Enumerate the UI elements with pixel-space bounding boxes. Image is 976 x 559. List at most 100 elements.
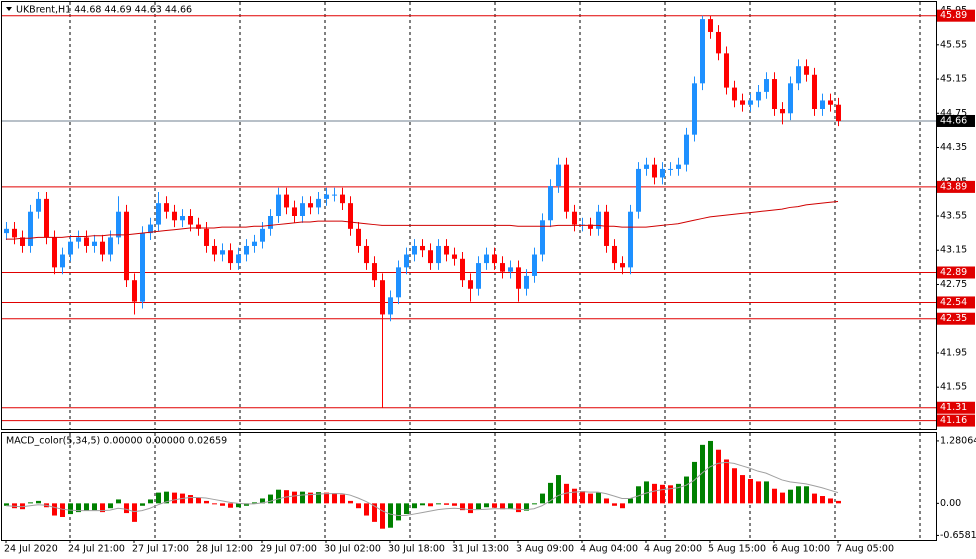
candle-body — [628, 211, 633, 268]
candle-body — [668, 168, 673, 170]
macd-bar — [516, 503, 521, 513]
macd-bar — [36, 500, 41, 504]
macd-bar — [508, 503, 513, 509]
macd-bar — [804, 486, 809, 504]
candle-body — [724, 53, 729, 88]
candle-body — [348, 203, 353, 229]
level-label: 41.31 — [940, 402, 967, 413]
candle-body — [204, 228, 209, 246]
macd-bar — [236, 503, 241, 508]
macd-bar — [412, 503, 417, 509]
macd-bar — [156, 492, 161, 504]
macd-bar — [588, 493, 593, 504]
candle-body — [772, 79, 777, 109]
macd-y-tick-label: -0.65815 — [940, 530, 976, 541]
macd-bar — [252, 502, 257, 504]
macd-bar — [612, 503, 617, 506]
macd-bar — [396, 503, 401, 521]
macd-bar — [484, 503, 489, 508]
macd-bar — [492, 503, 497, 508]
macd-bar — [388, 503, 393, 528]
y-tick-label: 44.35 — [940, 142, 967, 153]
candle-body — [84, 237, 89, 246]
x-tick-label: 30 Jul 02:00 — [324, 544, 381, 555]
candle-body — [748, 100, 753, 105]
candle-body — [732, 87, 737, 101]
candle-body — [740, 100, 745, 105]
candle-body — [308, 203, 313, 208]
macd-bar — [372, 503, 377, 522]
level-label: 41.16 — [940, 415, 967, 426]
candle-body — [380, 280, 385, 315]
macd-bar — [684, 476, 689, 504]
macd-bar — [580, 491, 585, 504]
macd-bar — [644, 481, 649, 504]
macd-bar — [556, 475, 561, 504]
macd-bar — [708, 440, 713, 504]
macd-bar — [460, 503, 465, 511]
candle-body — [12, 228, 17, 238]
x-tick-label: 4 Aug 20:00 — [644, 544, 702, 555]
candle-body — [124, 211, 129, 281]
macd-bar — [332, 493, 337, 504]
candle-body — [556, 164, 561, 187]
candle-body — [780, 109, 785, 114]
candle-body — [60, 254, 65, 268]
x-tick-label: 27 Jul 17:00 — [132, 544, 189, 555]
candle-body — [372, 263, 377, 281]
x-tick-label: 28 Jul 12:00 — [196, 544, 253, 555]
macd-bar — [68, 503, 73, 515]
macd-bar — [540, 493, 545, 504]
level-label-box — [937, 401, 975, 414]
candle-body — [572, 211, 577, 225]
level-label-box — [937, 180, 975, 193]
candle-body — [244, 245, 249, 255]
candle-body — [212, 245, 217, 255]
y-tick-label: 45.15 — [940, 74, 967, 85]
candle-body — [644, 164, 649, 169]
macd-bar — [428, 503, 433, 507]
candle-body — [220, 250, 225, 255]
x-tick-label: 31 Jul 13:00 — [452, 544, 509, 555]
macd-frame — [1, 432, 937, 541]
macd-bar — [172, 492, 177, 504]
macd-bar — [452, 503, 457, 506]
candle-body — [324, 194, 329, 199]
macd-bar — [108, 503, 113, 509]
candle-body — [468, 280, 473, 289]
candle-body — [388, 297, 393, 315]
x-tick-label: 3 Aug 09:00 — [516, 544, 574, 555]
macd-bar — [220, 503, 225, 506]
candle-body — [700, 19, 705, 84]
candle-body — [460, 258, 465, 281]
chart-title: UKBrent,H1 44.68 44.69 44.63 44.66 — [16, 5, 192, 16]
macd-bar — [772, 488, 777, 504]
candle-body — [412, 245, 417, 255]
candle-body — [164, 203, 169, 212]
macd-bar — [212, 503, 217, 505]
candle-body — [52, 237, 57, 268]
candle-body — [156, 203, 161, 225]
macd-bar — [764, 481, 769, 504]
macd-bar — [196, 497, 201, 504]
macd-bar — [268, 494, 273, 504]
macd-bar — [604, 498, 609, 504]
macd-bar — [780, 492, 785, 504]
current-price-box — [937, 114, 975, 127]
macd-bar — [524, 503, 529, 511]
candle-body — [476, 263, 481, 289]
macd-bar — [28, 502, 33, 504]
level-label: 45.89 — [940, 10, 967, 21]
candle-body — [108, 237, 113, 255]
y-tick-label: 41.55 — [940, 382, 967, 393]
level-label: 42.35 — [940, 313, 967, 324]
level-label-box — [937, 266, 975, 279]
macd-bar — [532, 503, 537, 505]
candle-body — [820, 100, 825, 109]
y-tick-label: 44.75 — [940, 108, 967, 119]
macd-bar — [468, 503, 473, 514]
candle-body — [484, 254, 489, 264]
candle-body — [132, 280, 137, 302]
macd-bar — [364, 503, 369, 516]
